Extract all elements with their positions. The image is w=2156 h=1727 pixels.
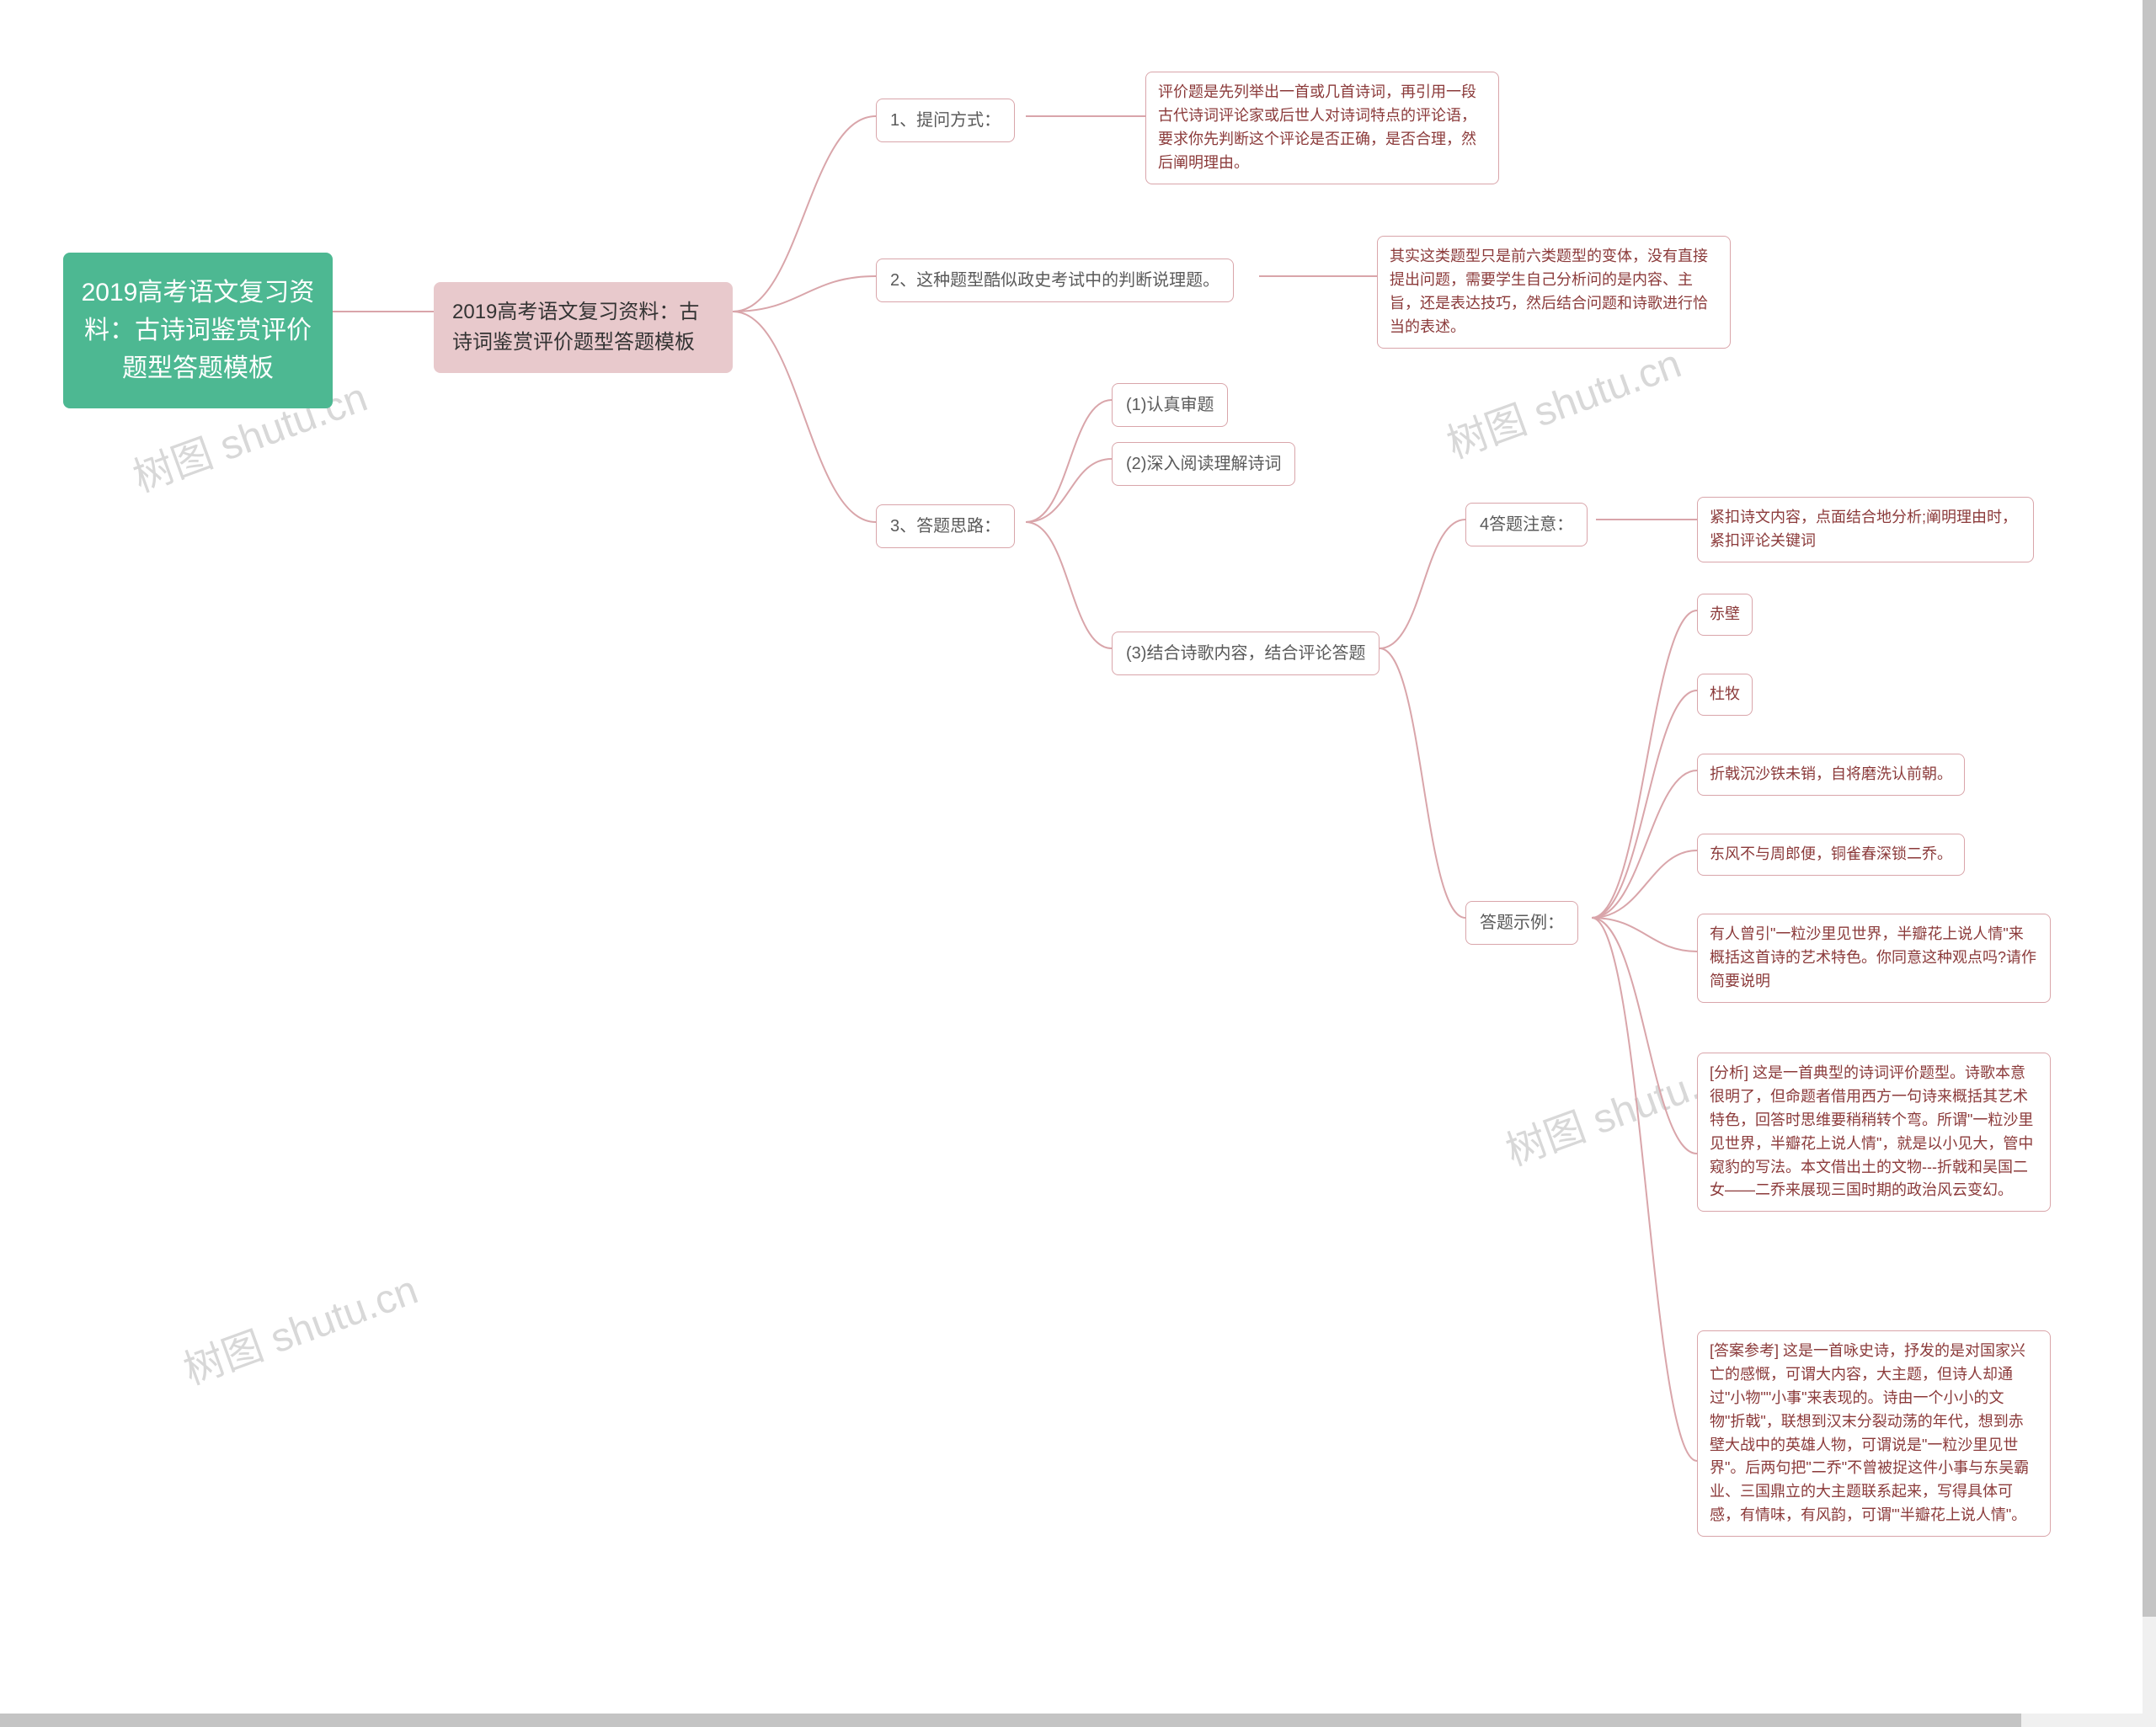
example-answer[interactable]: [答案参考] 这是一首咏史诗，抒发的是对国家兴亡的感慨，可谓大内容，大主题，但诗… (1697, 1330, 2051, 1537)
example-poem-line1[interactable]: 折戟沉沙铁未销，自将磨洗认前朝。 (1697, 754, 1965, 796)
example-label[interactable]: 答题示例： (1465, 901, 1578, 945)
branch3-label[interactable]: 3、答题思路： (876, 504, 1015, 548)
example-analysis[interactable]: [分析] 这是一首典型的诗词评价题型。诗歌本意很明了，但命题者借用西方一句诗来概… (1697, 1053, 2051, 1212)
example-poem-title[interactable]: 赤壁 (1697, 594, 1753, 636)
scrollbar-corner (2143, 1714, 2156, 1727)
vertical-scrollbar-thumb[interactable] (2143, 0, 2156, 1617)
example-question[interactable]: 有人曾引"一粒沙里见世界，半瓣花上说人情"来概括这首诗的艺术特色。你同意这种观点… (1697, 914, 2051, 1003)
branch3-sub3[interactable]: (3)结合诗歌内容，结合评论答题 (1112, 632, 1380, 675)
horizontal-scrollbar-track[interactable] (0, 1714, 2143, 1727)
vertical-scrollbar-track[interactable] (2143, 0, 2156, 1714)
example-poem-line2[interactable]: 东风不与周郎便，铜雀春深锁二乔。 (1697, 834, 1965, 876)
branch3-sub2[interactable]: (2)深入阅读理解诗词 (1112, 442, 1295, 486)
horizontal-scrollbar-thumb[interactable] (0, 1714, 2021, 1727)
branch3-sub1[interactable]: (1)认真审题 (1112, 383, 1228, 427)
level2-node[interactable]: 2019高考语文复习资料：古诗词鉴赏评价题型答题模板 (434, 282, 733, 373)
branch2-label[interactable]: 2、这种题型酷似政史考试中的判断说理题。 (876, 259, 1234, 302)
root-node[interactable]: 2019高考语文复习资料：古诗词鉴赏评价题型答题模板 (63, 253, 333, 408)
note4-label[interactable]: 4答题注意： (1465, 503, 1588, 546)
watermark: 树图 shutu.cn (1438, 330, 1688, 469)
watermark: 树图 shutu.cn (174, 1256, 424, 1395)
branch1-leaf[interactable]: 评价题是先列举出一首或几首诗词，再引用一段古代诗词评论家或后世人对诗词特点的评论… (1145, 72, 1499, 184)
branch2-leaf[interactable]: 其实这类题型只是前六类题型的变体，没有直接提出问题，需要学生自己分析问的是内容、… (1377, 236, 1731, 349)
example-poem-author[interactable]: 杜牧 (1697, 674, 1753, 716)
branch1-label[interactable]: 1、提问方式： (876, 99, 1015, 142)
note4-leaf[interactable]: 紧扣诗文内容，点面结合地分析;阐明理由时，紧扣评论关键词 (1697, 497, 2034, 562)
